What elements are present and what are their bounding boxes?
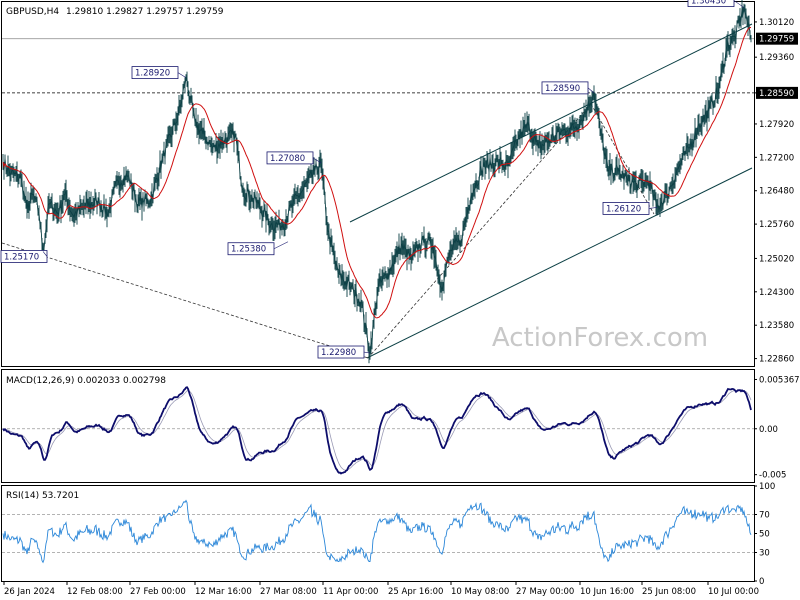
channel-upper-line xyxy=(349,23,753,223)
price-tick-label: 1.30120 xyxy=(759,18,794,28)
rsi-title: RSI(14) 53.7201 xyxy=(6,491,79,501)
price-tick-label: 1.26480 xyxy=(759,187,794,197)
dotted-fib-line-1 xyxy=(367,103,592,359)
moving-average-line xyxy=(2,26,752,319)
time-tick-label: 25 Jun 08:00 xyxy=(642,587,696,597)
price-callout: 1.28920 xyxy=(131,66,187,79)
price-tick-label: 1.29360 xyxy=(759,53,794,63)
level-tag-text: 1.28590 xyxy=(759,89,794,99)
macd-panel-frame xyxy=(1,369,755,483)
callout-text: 1.25380 xyxy=(231,245,266,255)
macd-series xyxy=(2,386,752,475)
time-tick-label: 12 Feb 08:00 xyxy=(67,587,123,597)
price-tick-label: 1.25020 xyxy=(759,254,794,264)
macd-main-line xyxy=(2,386,752,475)
ohlc-values: 1.29810 1.29827 1.29757 1.29759 xyxy=(66,7,224,17)
price-axis-ticks: 1.30120 1.29360 1.28590 1.27920 1.27200 1.264… xyxy=(2,18,798,365)
callout-text: 1.28590 xyxy=(545,84,580,94)
time-tick-label: 11 Apr 00:00 xyxy=(323,587,378,597)
time-tick-label: 12 Mar 16:00 xyxy=(195,587,252,597)
price-callout: 1.30430 xyxy=(687,0,745,8)
macd-tick-label: 0.00 xyxy=(759,425,778,435)
price-series xyxy=(2,0,752,364)
callout-text: 1.25170 xyxy=(4,252,39,262)
macd-title: MACD(12,26,9) 0.002033 0.002798 xyxy=(6,376,166,386)
callout-text: 1.28920 xyxy=(135,69,170,79)
time-tick-label: 10 May 08:00 xyxy=(451,587,509,597)
price-tick-label: 1.23580 xyxy=(759,321,794,331)
price-tick-label: 1.27200 xyxy=(759,153,794,163)
callout-text: 1.30430 xyxy=(691,0,726,7)
ema-line xyxy=(2,26,752,319)
rsi-tick-label: 50 xyxy=(759,530,770,540)
macd-signal-line xyxy=(2,390,752,471)
price-tick-label: 1.27920 xyxy=(759,120,794,130)
time-tick-label: 26 Jan 2024 xyxy=(4,587,55,597)
time-tick-label: 10 Jul 00:00 xyxy=(708,587,759,597)
callout-leader xyxy=(312,157,322,164)
level-price-tag: 1.28590 xyxy=(756,86,798,99)
rsi-panel-frame xyxy=(1,485,755,582)
price-callout: 1.25380 xyxy=(227,241,289,256)
time-tick-label: 25 Apr 16:00 xyxy=(388,587,443,597)
current-tag-bg xyxy=(756,32,798,45)
macd-tick-label: -0.005 xyxy=(759,471,786,481)
current-tag-text: 1.29759 xyxy=(759,35,794,45)
price-tick-label: 1.24300 xyxy=(759,288,794,298)
price-panel-frame xyxy=(1,1,755,367)
time-tick-label: 27 Feb 00:00 xyxy=(130,587,186,597)
price-callout: 1.26120 xyxy=(602,202,658,215)
dotted-fib-line-2 xyxy=(590,103,655,215)
macd-tick-label: 0.005367 xyxy=(759,375,800,385)
price-path xyxy=(2,7,752,354)
callout-leader xyxy=(733,0,745,8)
rsi-tick-label: 30 xyxy=(759,549,770,559)
callout-leader xyxy=(177,72,187,78)
current-price-tag: 1.29759 xyxy=(756,32,798,45)
dotted-support-line xyxy=(1,242,369,359)
watermark: ActionForex.com xyxy=(492,323,708,353)
callout-leader xyxy=(273,241,289,249)
chart-header: GBPUSD,H4 1.29810 1.29827 1.29757 1.2975… xyxy=(6,7,224,17)
callout-leader xyxy=(42,251,48,257)
time-tick-label: 27 Mar 08:00 xyxy=(260,587,317,597)
trend-channel-lines xyxy=(1,23,753,359)
price-tick-label: 1.25760 xyxy=(759,220,794,230)
callout-text: 1.26120 xyxy=(606,204,641,214)
time-tick-label: 10 Jun 16:00 xyxy=(580,587,634,597)
symbol-label: GBPUSD,H4 xyxy=(6,7,59,17)
level-tag-bg xyxy=(756,86,798,99)
callout-text: 1.22980 xyxy=(321,348,356,358)
rsi-tick-label: 100 xyxy=(759,482,775,492)
callout-text: 1.27080 xyxy=(270,154,305,164)
rsi-series xyxy=(2,499,752,564)
callout-leader xyxy=(648,207,658,209)
rsi-tick-label: 0 xyxy=(759,577,764,587)
rsi-line xyxy=(2,499,752,564)
callout-leader xyxy=(587,87,595,94)
price-callout: 1.28590 xyxy=(541,81,595,95)
channel-lower-line xyxy=(366,167,753,359)
callout-leader xyxy=(363,351,371,354)
macd-axis-ticks: 0.005367 0.00 -0.005 xyxy=(2,375,800,481)
price-callout: 1.27080 xyxy=(266,151,322,165)
rsi-axis-ticks: 100 70 50 30 0 xyxy=(2,482,775,587)
swing-annotations: 1.30430 1.28920 1.28590 1.27080 1.26120 1.253… xyxy=(0,0,745,359)
price-tick-label: 1.22860 xyxy=(759,355,794,365)
time-tick-label: 27 May 00:00 xyxy=(516,587,574,597)
price-callout: 1.25170 xyxy=(0,250,48,263)
time-axis: 26 Jan 2024 12 Feb 08:00 27 Feb 00:00 12 Ma… xyxy=(3,581,759,597)
price-callout: 1.22980 xyxy=(317,345,371,359)
rsi-tick-label: 70 xyxy=(759,511,770,521)
